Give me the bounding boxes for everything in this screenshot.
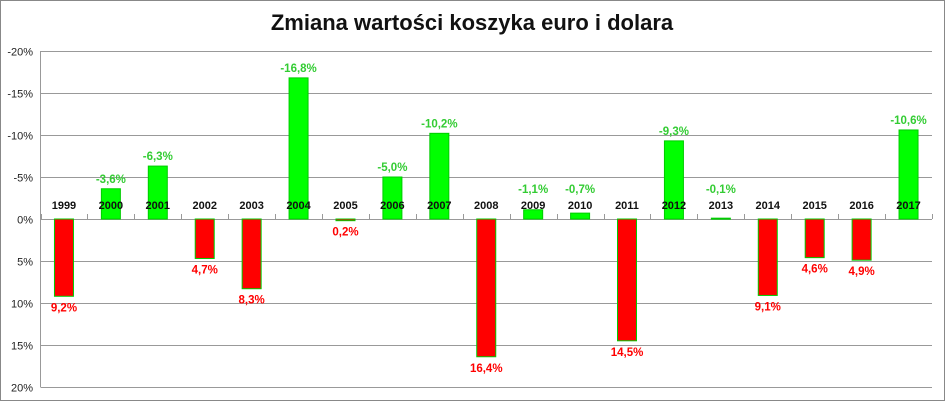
data-label: -3,6%	[96, 174, 126, 186]
x-tick-label: 1999	[52, 200, 76, 212]
chart-title: Zmiana wartości koszyka euro i dolara	[271, 10, 674, 35]
data-label: -1,1%	[518, 184, 548, 196]
data-label: 9,2%	[51, 302, 77, 314]
data-label: 0,2%	[332, 227, 358, 239]
bar-2002	[194, 218, 215, 259]
data-label: -10,6%	[890, 115, 926, 127]
x-tick-label: 2000	[99, 200, 123, 212]
x-tick-label: 2007	[427, 200, 451, 212]
y-tick-label: 10%	[11, 299, 33, 311]
x-tick-label: 2014	[756, 200, 781, 212]
bar-2006	[382, 176, 403, 220]
x-tick-label: 2004	[286, 200, 311, 212]
bar-2016	[851, 218, 872, 261]
x-tick-label: 2002	[192, 200, 216, 212]
y-tick-label: 20%	[11, 383, 33, 395]
bar-2007	[429, 132, 450, 220]
x-tick-label: 2006	[380, 200, 404, 212]
bar-2011	[617, 218, 638, 342]
bar-2009	[523, 209, 544, 220]
data-label: 9,1%	[755, 301, 781, 313]
data-label: 4,9%	[849, 266, 875, 278]
data-label: 8,3%	[239, 295, 265, 307]
data-label: -0,7%	[565, 184, 595, 196]
bar-2017	[898, 129, 919, 220]
data-label: 4,7%	[192, 264, 218, 276]
bar-2003	[241, 218, 262, 290]
y-tick-label: -5%	[13, 173, 33, 185]
bar-2000	[100, 188, 121, 220]
x-tick-label: 2015	[802, 200, 826, 212]
y-tick-label: 15%	[11, 341, 33, 353]
y-tick-label: 5%	[17, 257, 33, 269]
data-label: 4,6%	[802, 264, 828, 276]
y-tick-label: -20%	[7, 47, 33, 59]
x-tick-label: 2016	[849, 200, 873, 212]
x-tick-label: 2003	[239, 200, 263, 212]
bar-2010	[570, 212, 591, 220]
x-tick-label: 2017	[896, 200, 920, 212]
bar-2008	[476, 218, 497, 358]
x-tick-label: 2013	[709, 200, 733, 212]
data-label: -0,1%	[706, 184, 736, 196]
x-tick-label: 2005	[333, 200, 357, 212]
bar-2005	[335, 218, 356, 222]
bar-2001	[147, 165, 168, 220]
y-tick-label: -10%	[7, 131, 33, 143]
y-tick-label: 0%	[17, 215, 33, 227]
x-tick-label: 2009	[521, 200, 545, 212]
bar-2014	[757, 218, 778, 296]
bar-2015	[804, 218, 825, 259]
data-label: 16,4%	[470, 363, 503, 375]
x-tick-label: 2011	[615, 200, 639, 212]
bar-2012	[663, 140, 684, 220]
data-label: -5,0%	[377, 162, 407, 174]
x-tick-label: 2010	[568, 200, 592, 212]
data-label: -16,8%	[280, 63, 316, 75]
data-label: 14,5%	[611, 347, 644, 359]
data-label: -10,2%	[421, 118, 457, 130]
x-tick-label: 2008	[474, 200, 498, 212]
y-tick-label: -15%	[7, 89, 33, 101]
data-label: -9,3%	[659, 126, 689, 138]
bar-1999	[53, 218, 74, 297]
x-tick-label: 2001	[146, 200, 170, 212]
x-tick-label: 2012	[662, 200, 686, 212]
bar-2004	[288, 77, 309, 220]
bar-2013	[710, 217, 731, 220]
data-label: -6,3%	[143, 151, 173, 163]
